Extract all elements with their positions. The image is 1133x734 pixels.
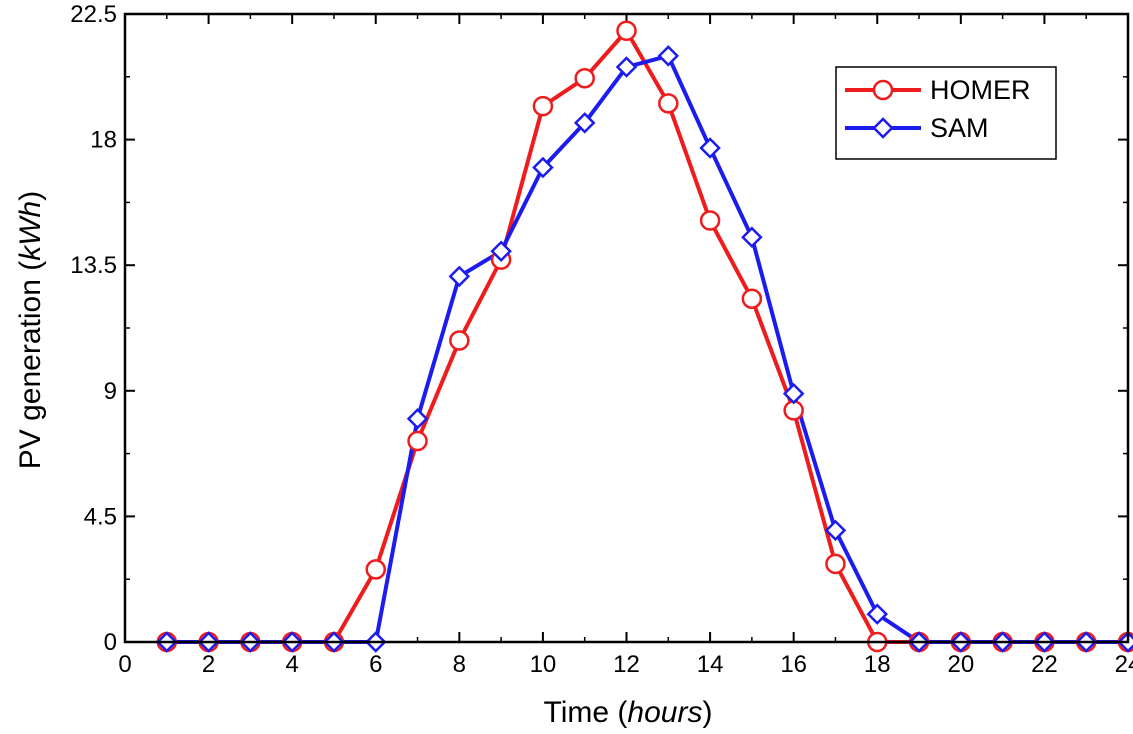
- legend-marker-homer: [872, 79, 894, 101]
- legend-box: [835, 66, 1057, 160]
- y-tick-label: 13.5: [70, 252, 117, 279]
- y-tick-label: 4.5: [84, 503, 117, 530]
- y-tick-label: 22.5: [70, 1, 117, 28]
- data-point-sam: [406, 407, 429, 430]
- y-axis-title: PV generation (kWh): [14, 191, 47, 469]
- x-tick-label: 20: [947, 651, 974, 678]
- x-tick-label: 6: [369, 651, 382, 678]
- x-tick-label: 0: [118, 651, 131, 678]
- data-point-homer: [407, 430, 428, 452]
- legend-label-homer: HOMER: [930, 75, 1031, 105]
- y-tick-label: 9: [104, 378, 117, 405]
- legend-marker-sam: [872, 117, 894, 139]
- data-point-homer: [574, 67, 595, 89]
- x-axis-title: Time (hours): [544, 696, 713, 729]
- x-tick-label: 4: [285, 651, 298, 678]
- x-tick-label: 24: [1115, 651, 1133, 678]
- x-tick-label: 2: [202, 651, 215, 678]
- data-point-sam: [866, 603, 889, 625]
- legend: HOMER SAM: [835, 66, 1057, 160]
- data-point-homer: [365, 559, 386, 580]
- data-point-sam: [824, 519, 847, 542]
- data-point-homer: [658, 93, 679, 114]
- data-point-sam: [573, 112, 596, 134]
- plot-frame: [123, 12, 1130, 644]
- x-tick-label: 14: [697, 651, 724, 678]
- legend-label-sam: SAM: [930, 113, 989, 143]
- data-point-homer: [699, 210, 721, 231]
- data-point-homer: [532, 95, 554, 117]
- data-point-sam: [782, 382, 805, 405]
- data-point-sam: [741, 226, 763, 249]
- x-tick-label: 10: [530, 651, 557, 678]
- data-point-sam: [699, 137, 721, 159]
- data-point-homer: [825, 553, 846, 575]
- data-point-sam: [448, 265, 471, 288]
- data-point-homer: [449, 330, 470, 351]
- x-tick-label: 16: [780, 651, 807, 678]
- data-point-sam: [490, 240, 512, 263]
- x-tick-label: 22: [1031, 651, 1058, 678]
- x-tick-label: 12: [613, 651, 640, 678]
- data-point-sam: [615, 56, 638, 78]
- x-tick-label: 18: [864, 651, 891, 678]
- data-point-sam: [657, 45, 680, 67]
- data-point-sam: [532, 156, 554, 179]
- x-tick-label: 8: [453, 651, 466, 678]
- y-tick-label: 18: [90, 127, 117, 154]
- data-point-homer: [616, 20, 637, 41]
- data-point-homer: [741, 288, 763, 309]
- y-tick-label: 0: [104, 629, 117, 656]
